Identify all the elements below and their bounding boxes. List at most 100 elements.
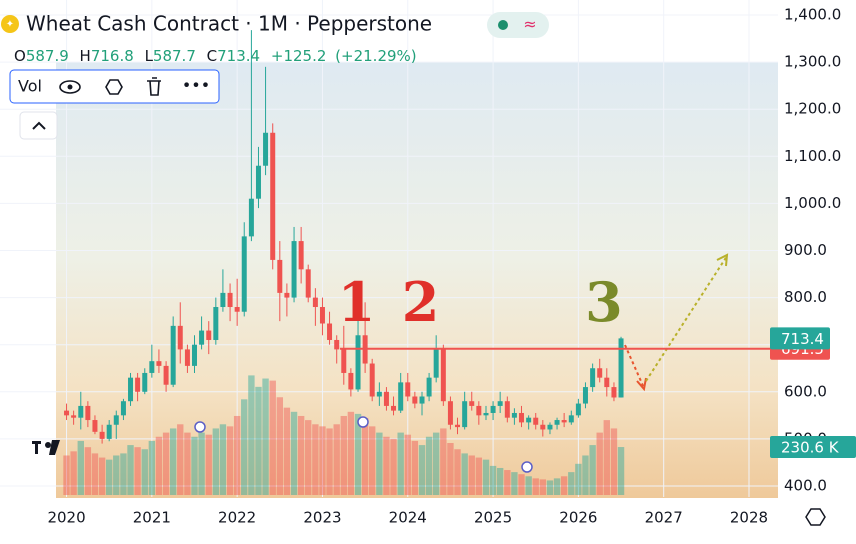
volume-bar [226,426,234,495]
candle-body [568,415,574,423]
background-image [56,62,778,498]
volume-bar [91,453,99,495]
candle-body [241,236,247,312]
volume-bar [233,415,241,495]
candle-body [270,132,276,260]
volume-tag [770,436,856,459]
last-price-tag [770,327,830,350]
candle-body [255,165,261,199]
indicator-name[interactable]: Vol [18,77,42,96]
settings-icon[interactable] [105,79,123,95]
candle-body [184,349,190,366]
volume-bar [553,478,561,495]
volume-bar [354,413,362,495]
collapse-button[interactable] [19,111,58,140]
annotation: 3 [585,270,623,334]
indicator-toolbar[interactable] [9,69,220,104]
delete-icon[interactable] [147,77,161,96]
candle-body [348,372,354,390]
candle-body [511,412,517,418]
volume-bar [489,465,497,495]
candle-body [135,377,141,392]
candle-body [518,412,524,423]
change: +125.2 [271,47,327,65]
event-marker[interactable] [357,416,369,428]
candle-body [163,365,169,385]
candle-body [604,377,610,388]
volume-bar [411,440,419,495]
candle-body [85,405,91,421]
status-wave: ≈ [523,15,536,34]
candle-body [419,396,425,404]
candle-body [206,330,212,340]
y-tick-label: 400.0 [784,476,827,494]
volume-bar [184,432,191,495]
more-icon[interactable]: ••• [182,76,210,95]
volume-bar [333,424,340,495]
volume-bar [440,428,447,495]
axis-settings[interactable] [805,508,826,526]
volume-bar [305,420,312,495]
candle-body [192,344,197,366]
volume-bar [276,397,284,495]
candle-body [554,420,560,425]
volume-bar [368,426,376,495]
volume-bar [248,375,255,495]
candle-body [462,401,468,428]
candle-body [497,401,503,406]
volume-bar [169,428,177,495]
volume-bar [589,445,596,495]
event-marker[interactable] [521,461,533,473]
volume-bar [468,455,475,495]
candle-body [433,349,439,378]
y-tick-label: 1,400.0 [784,6,841,24]
annotation: 1 [338,270,376,334]
volume-bar [297,415,305,495]
volume-bar [617,447,625,495]
volume-layer [63,375,625,495]
event-marker[interactable] [194,421,206,433]
candle-body [319,307,325,324]
candle-body [220,292,226,308]
status-pill[interactable] [487,12,549,38]
volume-bar [219,424,227,495]
volume-bar [312,424,319,495]
volume-bar [610,428,618,495]
candle-body [426,377,432,397]
volume-bar [77,440,84,495]
volume-bar [390,438,397,495]
volume-bar [376,432,383,495]
volume-bar [361,418,369,495]
volume-bar [575,463,582,495]
candle-body [227,292,233,308]
candle-body [398,382,404,411]
candle-body [120,401,126,416]
candle-body [334,339,340,350]
volume-bar [98,457,106,495]
volume-bar [241,399,248,495]
candle-body [383,391,389,406]
candle-body [305,269,311,298]
candle-body [405,382,411,397]
x-tick-label: 2022 [218,509,256,527]
candle-body [575,403,581,416]
volume-bar [596,432,603,495]
volume-bar [425,436,433,495]
volume-bar [475,457,483,495]
volume-bar [454,449,461,495]
candle-body [561,420,567,423]
time-axis [0,500,778,540]
volume-bar [319,426,326,495]
volume-bar [432,432,440,495]
volume-bar [447,443,454,495]
volume-bar [141,449,148,495]
y-tick-label: 800.0 [784,288,827,306]
volume-bar [568,472,575,495]
eye-icon[interactable] [59,80,81,94]
y-tick-label: 1,100.0 [784,147,841,165]
volume-bar [63,455,70,495]
candle-body [504,401,510,418]
axes: 400.0500.0600.0700.0800.0900.01,000.01,1… [47,6,856,527]
volume-bar [198,432,205,495]
